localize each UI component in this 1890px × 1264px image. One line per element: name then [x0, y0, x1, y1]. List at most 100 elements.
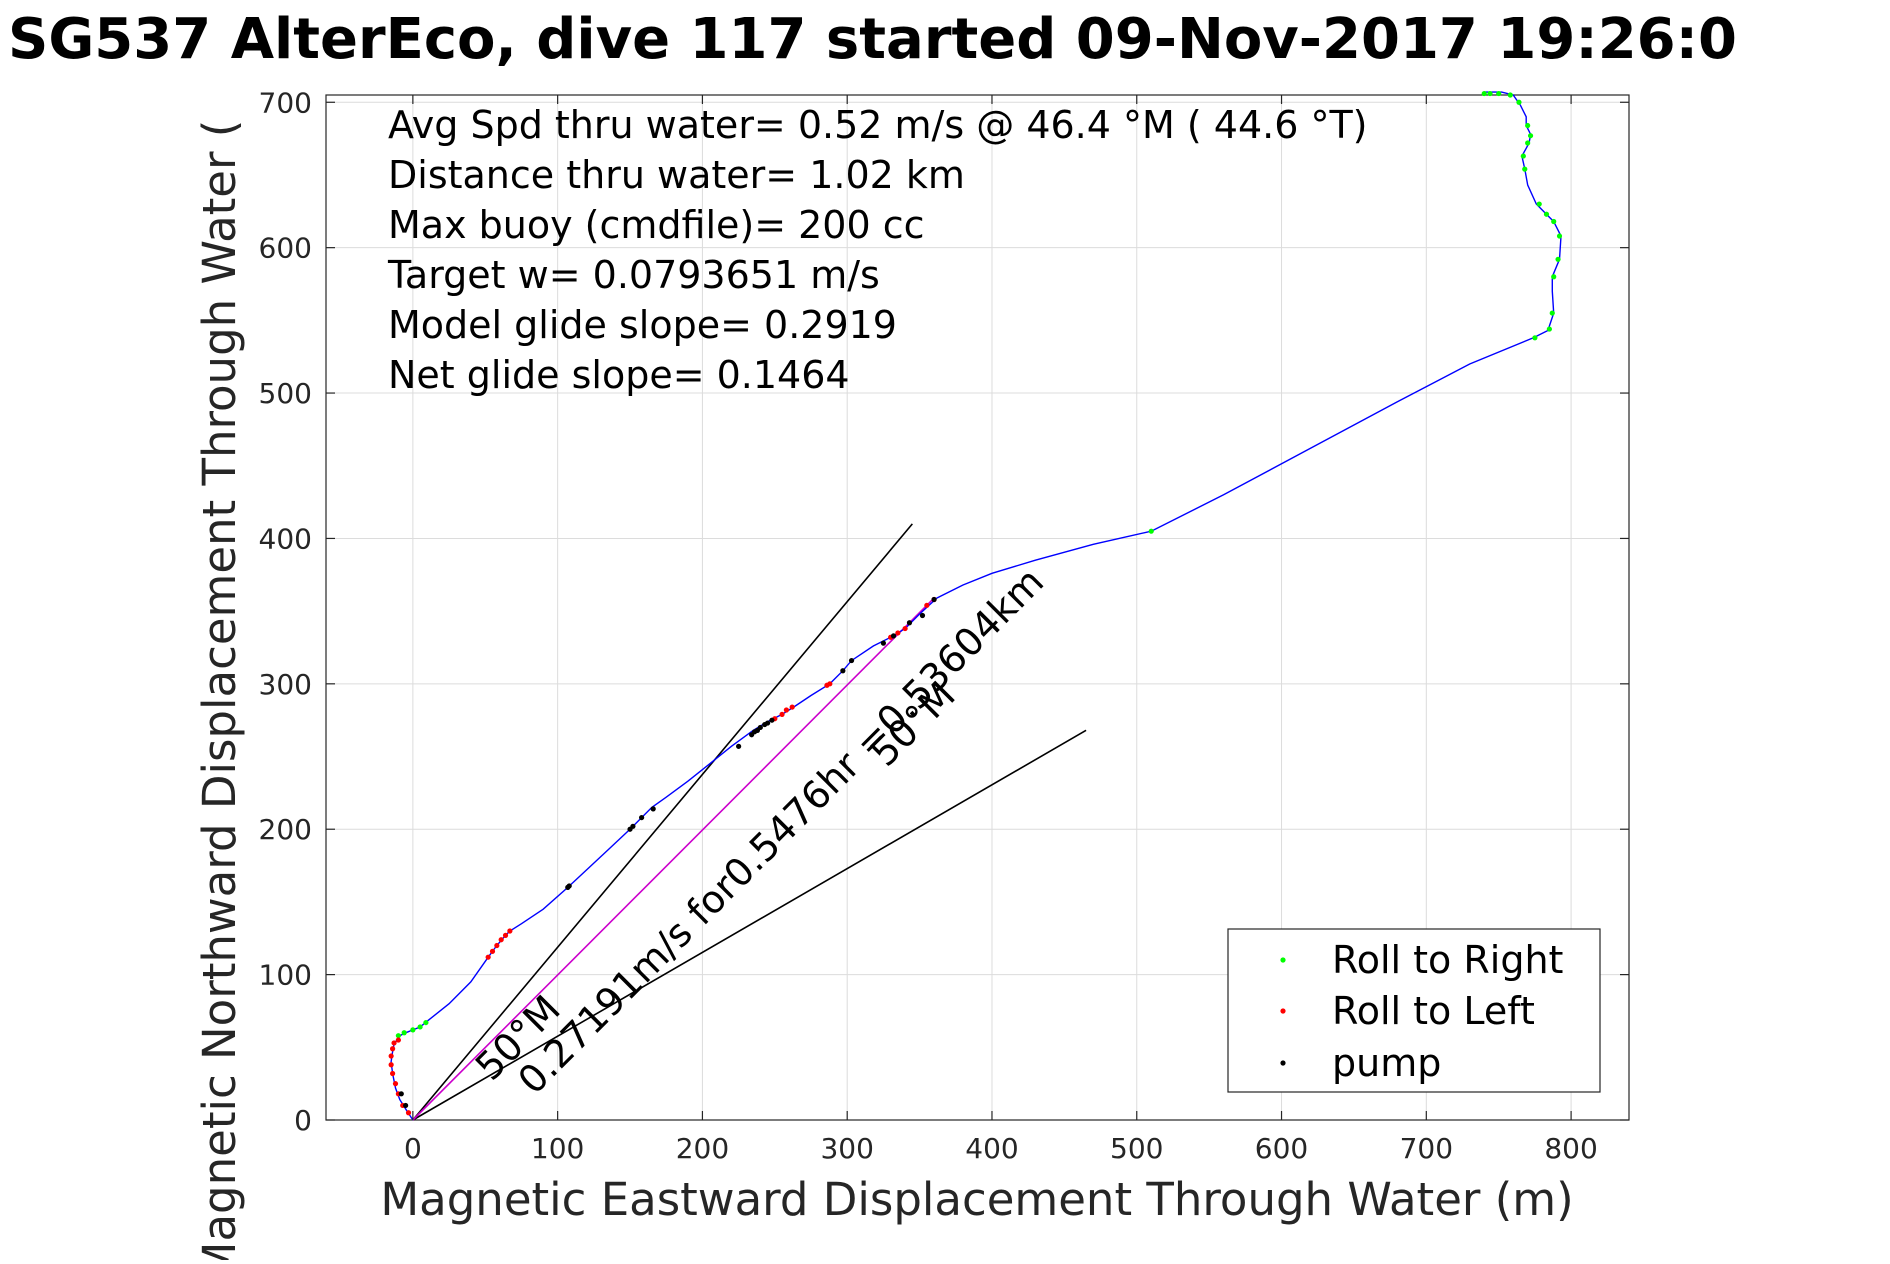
y-tick-label: 700 — [259, 86, 312, 119]
y-tick-label: 400 — [259, 522, 312, 555]
roll-left-point — [827, 681, 833, 687]
roll-left-point — [485, 954, 491, 960]
roll-right-point — [410, 1027, 416, 1033]
legend-marker-roll-right — [1280, 957, 1286, 963]
pump-point — [840, 668, 846, 674]
roll-right-point — [1481, 90, 1487, 97]
pump-point — [880, 640, 886, 646]
y-tick-label: 600 — [259, 232, 312, 265]
roll-left-point — [924, 602, 930, 608]
pump-point — [630, 823, 636, 829]
pump-point — [650, 806, 656, 812]
roll-left-point — [395, 1037, 401, 1043]
x-tick-label: 200 — [676, 1132, 729, 1165]
track-line — [390, 91, 1562, 1121]
roll-right-point — [1527, 133, 1534, 139]
roll-right-point — [1549, 310, 1555, 316]
roll-left-point — [388, 1062, 394, 1068]
pump-point — [906, 620, 913, 626]
legend: Roll to Right Roll to Left pump — [1227, 928, 1601, 1093]
roll-right-point — [1532, 335, 1538, 341]
legend-label-pump: pump — [1332, 1041, 1441, 1085]
roll-right-point — [1525, 122, 1531, 129]
roll-right-point — [1551, 218, 1557, 225]
x-tick-label: 500 — [1110, 1132, 1163, 1165]
annotation-model-glide: Model glide slope= 0.2919 — [388, 303, 897, 347]
roll-left-point — [389, 1046, 396, 1052]
roll-right-point — [1543, 211, 1550, 217]
pump-point — [769, 717, 775, 723]
pump-point — [764, 720, 771, 726]
roll-left-point — [502, 932, 509, 938]
track-series — [390, 91, 1562, 1121]
roll-left-point — [779, 711, 785, 717]
x-tick-label: 100 — [531, 1132, 584, 1165]
stats-annotations: Avg Spd thru water= 0.52 m/s @ 46.4 °M (… — [387, 103, 1368, 397]
legend-label-roll-right: Roll to Right — [1332, 938, 1563, 982]
roll-right-point — [1551, 274, 1557, 280]
pump-point — [848, 657, 855, 664]
pump-point — [757, 724, 763, 731]
y-axis-label: Magnetic Northward Displacement Through … — [193, 120, 246, 1260]
legend-marker-pump — [1280, 1060, 1286, 1066]
roll-right-point — [417, 1024, 423, 1030]
roll-right-point — [1487, 90, 1493, 97]
x-tick-label: 0 — [404, 1132, 422, 1165]
pump-point — [919, 612, 926, 619]
annotation-max-buoy: Max buoy (cmdfile)= 200 cc — [388, 203, 925, 247]
marker-series — [388, 90, 1563, 1116]
x-tick-label: 400 — [965, 1132, 1018, 1165]
y-tick-label: 500 — [259, 377, 312, 410]
net-vector-line — [412, 597, 935, 1121]
pump-point — [931, 596, 937, 603]
x-tick-label: 700 — [1400, 1132, 1453, 1165]
annotation-target-w: Target w= 0.0793651 m/s — [387, 253, 880, 297]
heading-line — [412, 729, 1087, 1121]
y-tick-label: 300 — [259, 668, 312, 701]
roll-left-point — [391, 1040, 397, 1046]
roll-left-point — [507, 928, 513, 934]
heading-line — [412, 523, 913, 1121]
roll-right-point — [401, 1030, 407, 1036]
net-vector — [412, 597, 935, 1121]
pump-point — [398, 1091, 404, 1097]
x-tick-label: 800 — [1544, 1132, 1597, 1165]
roll-left-point — [388, 1053, 394, 1059]
roll-right-point — [1525, 140, 1531, 146]
y-tick-label: 200 — [259, 813, 312, 846]
legend-label-roll-left: Roll to Left — [1332, 989, 1535, 1033]
legend-box — [1227, 928, 1601, 1093]
x-tick-label: 300 — [820, 1132, 873, 1165]
roll-left-point — [783, 707, 789, 713]
roll-left-point — [389, 1070, 396, 1077]
roll-right-point — [1148, 528, 1154, 534]
roll-right-point — [1546, 326, 1552, 332]
roll-right-point — [1516, 99, 1522, 105]
roll-left-point — [489, 948, 496, 954]
pump-point — [736, 743, 742, 749]
roll-left-point — [494, 942, 500, 949]
chart-title: SG537 AlterEco, dive 117 started 09-Nov-… — [8, 7, 1737, 72]
roll-right-point — [1555, 256, 1561, 262]
pump-point — [566, 883, 572, 889]
x-tick-label: 600 — [1255, 1132, 1308, 1165]
heading-lines — [412, 523, 1087, 1121]
pump-point — [639, 814, 645, 821]
roll-left-point — [405, 1110, 412, 1116]
pump-point — [403, 1102, 409, 1109]
pump-point — [890, 633, 897, 639]
annotation-net-glide: Net glide slope= 0.1464 — [388, 353, 850, 397]
axis-ticks: 0 100 200 300 400 500 600 700 800 0 100 200 300 400 50… — [259, 86, 1629, 1165]
x-axis-label: Magnetic Eastward Displacement Through W… — [380, 1173, 1573, 1226]
plot-frame — [325, 94, 1630, 1121]
annotation-avg-speed: Avg Spd thru water= 0.52 m/s @ 46.4 °M (… — [388, 103, 1368, 147]
roll-right-point — [1496, 90, 1502, 97]
roll-right-point — [1536, 201, 1542, 207]
roll-left-point — [498, 937, 504, 943]
roll-right-point — [1522, 166, 1528, 172]
roll-left-point — [895, 630, 901, 636]
roll-right-point — [1556, 233, 1563, 239]
roll-left-point — [789, 704, 795, 710]
